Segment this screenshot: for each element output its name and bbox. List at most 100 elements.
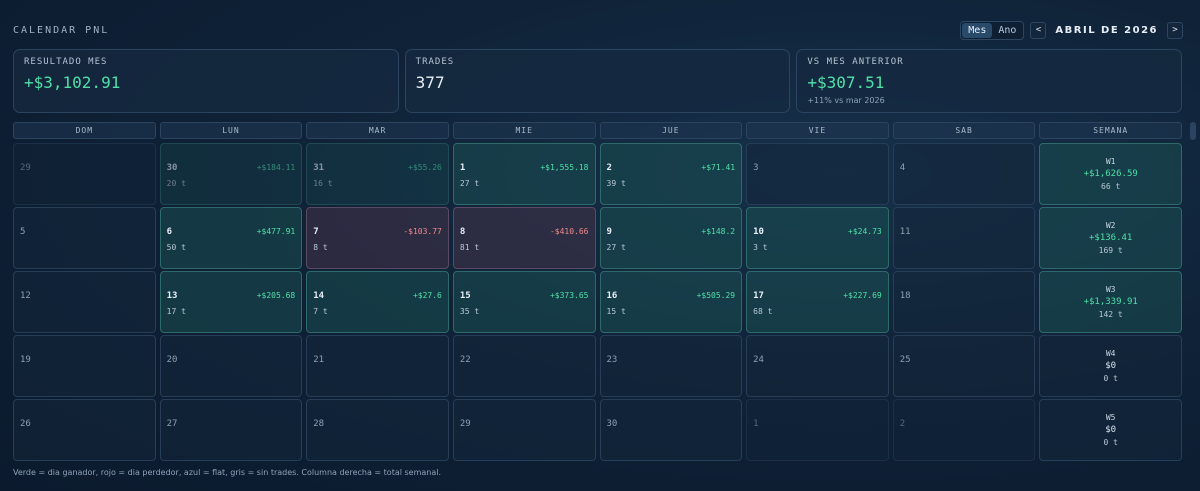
- calendar-header: CALENDAR PNL Mes Ano < ABRIL DE 2026 >: [13, 18, 1183, 42]
- day-cell[interactable]: 1: [746, 399, 889, 461]
- week-total-cell[interactable]: W2 +$136.41 169 t: [1039, 207, 1182, 269]
- day-number: 9: [606, 227, 612, 237]
- day-cell[interactable]: 22: [452, 335, 596, 397]
- day-cell[interactable]: 21: [306, 335, 449, 397]
- day-cell[interactable]: 30 +$184.11 20 t: [159, 143, 303, 205]
- day-cell[interactable]: 6 +$477.91 50 t: [159, 207, 303, 269]
- weekday-header: SAB: [892, 122, 1036, 139]
- day-cell[interactable]: 26: [13, 399, 156, 461]
- day-number: 2: [899, 419, 906, 429]
- weekday-header: LUN: [159, 122, 303, 139]
- toggle-year-button[interactable]: Ano: [992, 23, 1022, 38]
- day-number: 8: [459, 227, 466, 237]
- day-number: 29: [459, 419, 471, 429]
- day-number: 31: [313, 163, 325, 173]
- prev-month-button[interactable]: <: [1030, 21, 1047, 39]
- day-trades: 39 t: [606, 179, 626, 188]
- day-trades: 68 t: [753, 307, 773, 316]
- day-cell[interactable]: 24: [746, 335, 889, 397]
- stat-card-trades: TRADES 377: [404, 49, 791, 113]
- day-cell[interactable]: 8 -$410.66 81 t: [452, 207, 596, 269]
- day-number: 24: [753, 355, 764, 365]
- day-number: 1: [753, 419, 759, 429]
- day-pnl: +$477.91: [256, 227, 296, 236]
- day-number: 3: [753, 163, 759, 173]
- day-cell[interactable]: 29: [452, 399, 596, 461]
- scrollbar[interactable]: [1190, 122, 1196, 140]
- day-cell[interactable]: 25: [892, 335, 1036, 397]
- day-cell[interactable]: 30: [599, 399, 743, 461]
- week-total-cell[interactable]: W1 +$1,626.59 66 t: [1039, 143, 1182, 205]
- stat-label: TRADES: [415, 57, 455, 67]
- day-cell[interactable]: 20: [159, 335, 303, 397]
- week-total-label: W2: [1105, 221, 1116, 230]
- day-cell[interactable]: 15 +$373.65 35 t: [452, 271, 596, 333]
- day-trades: 20 t: [166, 179, 186, 188]
- day-trades: 16 t: [313, 179, 333, 188]
- day-cell[interactable]: 19: [13, 335, 156, 397]
- day-cell[interactable]: 29: [13, 143, 156, 205]
- week-total-cell[interactable]: W4 $0 0 t: [1039, 335, 1182, 397]
- day-pnl: +$55.26: [408, 163, 442, 172]
- day-cell[interactable]: 14 +$27.6 7 t: [306, 271, 449, 333]
- day-cell[interactable]: 28: [306, 399, 449, 461]
- day-number: 19: [20, 355, 31, 365]
- day-cell[interactable]: 4: [892, 143, 1036, 205]
- day-cell[interactable]: 12: [13, 271, 156, 333]
- day-cell[interactable]: 13 +$205.68 17 t: [159, 271, 303, 333]
- day-number: 21: [313, 355, 325, 365]
- day-trades: 7 t: [313, 307, 328, 316]
- day-number: 26: [20, 419, 31, 429]
- day-trades: 50 t: [166, 243, 186, 252]
- day-trades: 81 t: [459, 243, 480, 252]
- day-cell[interactable]: 27: [159, 399, 303, 461]
- day-number: 30: [166, 163, 178, 173]
- day-cell[interactable]: 2 +$71.41 39 t: [599, 143, 743, 205]
- day-pnl: +$227.69: [843, 291, 882, 300]
- week-total-cell[interactable]: W5 $0 0 t: [1039, 399, 1182, 461]
- day-cell[interactable]: 9 +$148.2 27 t: [599, 207, 743, 269]
- week-total-trades: 169 t: [1098, 246, 1123, 255]
- day-cell[interactable]: 17 +$227.69 68 t: [746, 271, 889, 333]
- day-pnl: -$103.77: [403, 227, 442, 236]
- week-total-label: W5: [1105, 413, 1116, 422]
- day-cell[interactable]: 10 +$24.73 3 t: [746, 207, 889, 269]
- day-cell[interactable]: 5: [13, 207, 156, 269]
- day-number: 30: [606, 419, 618, 429]
- day-number: 12: [20, 291, 31, 301]
- day-cell[interactable]: 2: [892, 399, 1036, 461]
- weekday-header: JUE: [599, 122, 743, 139]
- day-number: 14: [313, 291, 325, 301]
- week-total-cell[interactable]: W3 +$1,339.91 142 t: [1039, 271, 1182, 333]
- day-pnl: +$148.2: [701, 227, 736, 236]
- stat-label: VS MES ANTERIOR: [807, 57, 904, 67]
- day-number: 2: [606, 163, 612, 173]
- day-cell[interactable]: 23: [599, 335, 743, 397]
- weekday-header: VIE: [746, 122, 889, 139]
- day-cell[interactable]: 3: [746, 143, 889, 205]
- day-number: 25: [899, 355, 911, 365]
- day-number: 23: [606, 355, 618, 365]
- stat-value: 377: [415, 73, 445, 92]
- day-number: 28: [313, 419, 325, 429]
- day-cell[interactable]: 7 -$103.77 8 t: [306, 207, 449, 269]
- weekday-header: MIE: [452, 122, 596, 139]
- day-cell[interactable]: 1 +$1,555.18 27 t: [452, 143, 596, 205]
- week-total-pnl: +$1,339.91: [1083, 297, 1138, 307]
- day-number: 16: [606, 291, 618, 301]
- day-cell[interactable]: 11: [892, 207, 1036, 269]
- day-number: 7: [313, 227, 319, 237]
- week-total-pnl: $0: [1105, 425, 1117, 435]
- week-total-trades: 0 t: [1103, 374, 1118, 383]
- weekday-header: DOM: [13, 122, 156, 139]
- header-controls: Mes Ano < ABRIL DE 2026 >: [960, 20, 1183, 40]
- day-number: 18: [899, 291, 911, 301]
- day-cell[interactable]: 16 +$505.29 15 t: [599, 271, 743, 333]
- day-cell[interactable]: 31 +$55.26 16 t: [306, 143, 449, 205]
- day-number: 4: [899, 163, 906, 173]
- day-cell[interactable]: 18: [892, 271, 1036, 333]
- toggle-month-button[interactable]: Mes: [962, 22, 993, 38]
- day-number: 1: [459, 163, 466, 173]
- day-trades: 27 t: [459, 179, 480, 188]
- next-month-button[interactable]: >: [1167, 21, 1183, 39]
